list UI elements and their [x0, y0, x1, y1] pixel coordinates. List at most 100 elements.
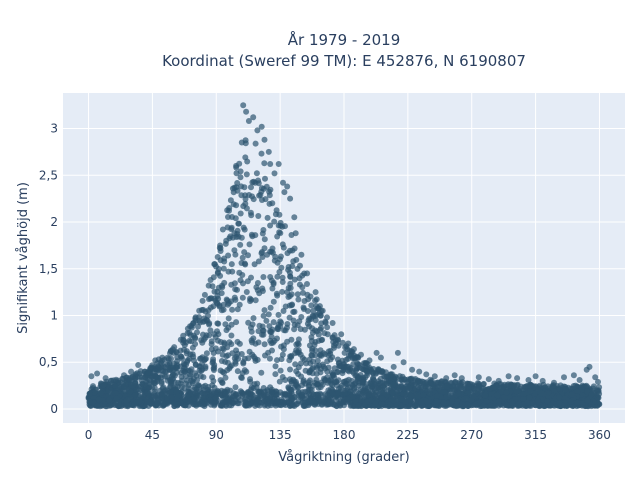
data-point	[94, 402, 101, 409]
data-point	[287, 376, 293, 383]
data-point	[238, 351, 245, 357]
data-point	[551, 379, 557, 386]
data-point	[223, 237, 230, 244]
data-point	[321, 330, 328, 337]
data-point	[275, 311, 282, 318]
data-point	[306, 397, 313, 404]
data-point	[401, 376, 408, 383]
data-point	[259, 197, 265, 203]
data-point	[243, 205, 250, 212]
data-point	[244, 391, 251, 398]
data-point	[167, 348, 174, 354]
data-point	[307, 293, 314, 300]
data-point	[202, 356, 209, 363]
data-point	[236, 301, 243, 308]
data-point	[218, 290, 225, 297]
data-point	[315, 391, 321, 398]
data-point	[495, 398, 502, 405]
data-point	[100, 382, 107, 389]
data-point	[312, 313, 319, 319]
y-tick-label: 1	[50, 308, 58, 322]
data-point	[310, 358, 317, 365]
data-point	[237, 277, 244, 284]
data-point	[91, 389, 98, 396]
data-point	[196, 367, 203, 374]
data-point	[166, 360, 173, 366]
data-point	[207, 327, 214, 334]
data-point	[261, 341, 268, 348]
data-point	[152, 368, 158, 375]
data-point	[240, 102, 247, 109]
data-point	[379, 395, 386, 402]
data-point	[526, 394, 533, 401]
data-point	[127, 388, 134, 395]
data-point	[217, 245, 224, 252]
data-point	[267, 222, 274, 229]
data-point	[260, 331, 267, 338]
data-point	[268, 389, 275, 396]
x-tick-label: 45	[145, 428, 160, 442]
data-point	[527, 388, 534, 395]
data-point	[255, 258, 262, 265]
data-point	[264, 402, 271, 409]
data-point	[282, 303, 289, 310]
data-point	[272, 371, 279, 378]
data-point	[344, 381, 351, 388]
data-point	[108, 377, 115, 384]
data-point	[238, 374, 245, 381]
data-point	[299, 284, 306, 291]
data-point	[316, 303, 323, 310]
data-point	[329, 320, 336, 326]
data-point	[291, 326, 298, 333]
data-point	[210, 350, 217, 356]
data-point	[337, 384, 344, 391]
data-point	[206, 332, 213, 339]
data-point	[267, 329, 274, 336]
data-point	[221, 255, 228, 262]
data-point	[584, 397, 591, 404]
data-point	[315, 337, 322, 344]
data-point	[177, 353, 184, 360]
data-point	[322, 319, 329, 326]
data-point	[199, 297, 206, 304]
data-point	[370, 366, 377, 372]
data-point	[145, 369, 152, 376]
data-point	[576, 377, 583, 383]
data-point	[188, 377, 194, 384]
data-point	[520, 395, 527, 402]
data-point	[201, 291, 208, 298]
data-point	[223, 327, 230, 334]
data-point	[213, 394, 219, 401]
data-point	[255, 339, 262, 346]
data-point	[377, 354, 384, 361]
y-axis-title: Signifikant våghöjd (m)	[16, 182, 31, 334]
data-point	[86, 390, 93, 397]
data-point	[293, 381, 300, 388]
data-point	[289, 402, 296, 409]
data-point	[88, 373, 95, 380]
data-point	[212, 399, 218, 406]
data-point	[349, 368, 356, 375]
data-point	[262, 352, 268, 359]
data-point	[260, 312, 267, 319]
data-point	[252, 232, 259, 239]
data-point	[342, 389, 349, 396]
data-point	[287, 195, 294, 202]
data-point	[416, 368, 423, 375]
data-point	[197, 373, 204, 380]
data-point	[286, 314, 293, 321]
data-point	[113, 395, 120, 402]
data-point	[175, 393, 182, 399]
data-point	[261, 160, 268, 167]
data-point	[207, 277, 214, 283]
data-point	[544, 398, 551, 405]
data-point	[190, 353, 197, 360]
data-point	[285, 285, 292, 291]
data-point	[261, 236, 268, 243]
data-point	[313, 381, 320, 388]
data-point	[592, 374, 599, 381]
data-point	[267, 304, 274, 311]
data-point	[167, 383, 174, 390]
data-point	[211, 384, 218, 391]
